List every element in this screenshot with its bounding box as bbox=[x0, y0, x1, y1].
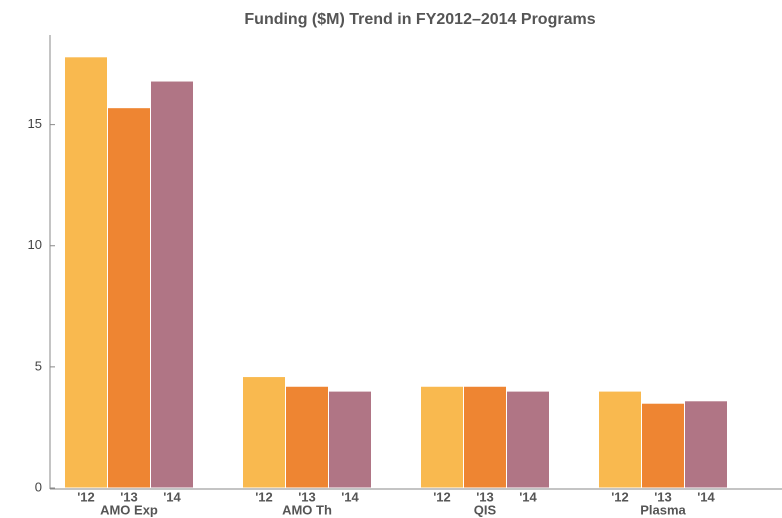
y-tick-label: 10 bbox=[28, 237, 42, 252]
bar bbox=[285, 385, 329, 489]
series-label: '14 bbox=[341, 489, 359, 504]
bar bbox=[107, 107, 151, 489]
series-label: '13 bbox=[654, 489, 672, 504]
series-label: '12 bbox=[611, 489, 629, 504]
series-label: '12 bbox=[433, 489, 451, 504]
bar bbox=[684, 400, 728, 489]
bar bbox=[463, 385, 507, 489]
bar bbox=[641, 402, 685, 489]
series-label: '14 bbox=[697, 489, 715, 504]
bar bbox=[150, 80, 194, 489]
series-label: '13 bbox=[476, 489, 494, 504]
bar bbox=[598, 390, 642, 489]
series-label: '12 bbox=[77, 489, 95, 504]
series-label: '14 bbox=[163, 489, 181, 504]
y-tick-label: 0 bbox=[35, 479, 42, 494]
bar bbox=[328, 390, 372, 489]
x-tick-label: QIS bbox=[474, 502, 497, 517]
y-tick-label: 15 bbox=[28, 116, 42, 131]
series-label: '13 bbox=[120, 489, 138, 504]
bar bbox=[64, 56, 108, 489]
y-tick-label: 5 bbox=[35, 358, 42, 373]
bar bbox=[506, 390, 550, 489]
bar bbox=[242, 376, 286, 489]
series-label: '14 bbox=[519, 489, 537, 504]
x-tick-label: Plasma bbox=[640, 502, 686, 517]
bar bbox=[420, 385, 464, 489]
x-tick-label: AMO Th bbox=[282, 502, 332, 517]
chart-title: Funding ($M) Trend in FY2012–2014 Progra… bbox=[244, 11, 595, 28]
x-tick-label: AMO Exp bbox=[100, 502, 158, 517]
series-label: '13 bbox=[298, 489, 316, 504]
series-label: '12 bbox=[255, 489, 273, 504]
